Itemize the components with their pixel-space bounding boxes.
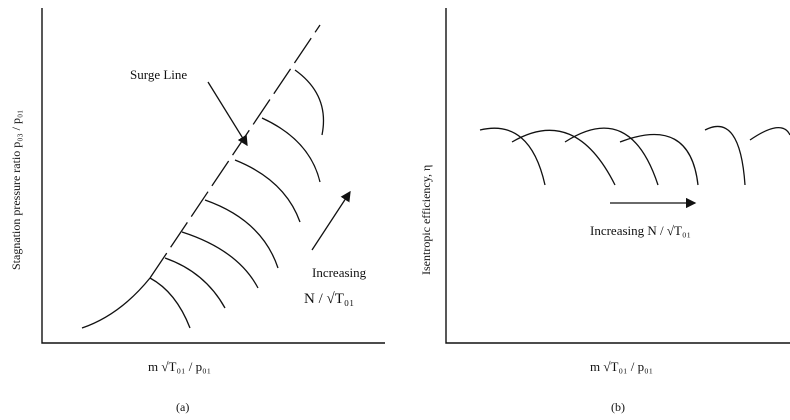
panel-a-speed-line-2	[164, 257, 226, 309]
panel-a-speed-line-1	[149, 277, 191, 329]
panel-a-ylabel: Stagnation pressure ratio p₀₃ / p₀₁	[9, 110, 23, 270]
panel-b-axes	[445, 8, 790, 344]
panel-b-efficiency-curve-6	[749, 127, 790, 141]
panel-b-efficiency-curve-1	[479, 127, 546, 186]
panel-a-xlabel: m √T₀₁ / p₀₁	[148, 359, 211, 374]
surge-line-pointer-arrow	[207, 81, 248, 147]
panel-b-efficiency-curve-3	[564, 127, 659, 186]
panel-a-operating-curve-start	[81, 277, 151, 329]
panel-a-speed-line-5	[234, 159, 301, 223]
surge-line	[149, 24, 321, 279]
panel-b-ylabel: Isentropic efficiency, η	[419, 165, 433, 275]
panel-a-caption: (a)	[176, 400, 189, 414]
panel-a-speed-line-7	[294, 69, 325, 136]
panel-a-increasing-arrow	[311, 190, 351, 251]
panel-b-increasing-label: Increasing N / √T₀₁	[590, 223, 691, 238]
panel-a-speed-line-3	[181, 231, 259, 289]
panel-a-speed-line-6	[261, 117, 321, 183]
panel-b-caption: (b)	[611, 400, 625, 414]
panel-a-axes	[41, 8, 385, 344]
panel-a-speed-line-4	[204, 199, 279, 269]
panel-b-efficiency-curve-2	[511, 129, 616, 186]
panel-b: Increasing N / √T₀₁ m √T₀₁ / p₀₁ (b) Ise…	[419, 8, 790, 414]
panel-a-increasing-label: Increasing	[312, 265, 367, 280]
panel-b-xlabel: m √T₀₁ / p₀₁	[590, 359, 653, 374]
panel-a: Surge Line Increasing N / √T₀₁ m √T₀₁ / …	[9, 8, 385, 414]
panel-b-efficiency-curve-5	[704, 125, 746, 186]
surge-line-label: Surge Line	[130, 67, 187, 82]
panel-b-efficiency-curve-4	[619, 133, 699, 186]
panel-a-speed-label: N / √T₀₁	[304, 291, 354, 307]
